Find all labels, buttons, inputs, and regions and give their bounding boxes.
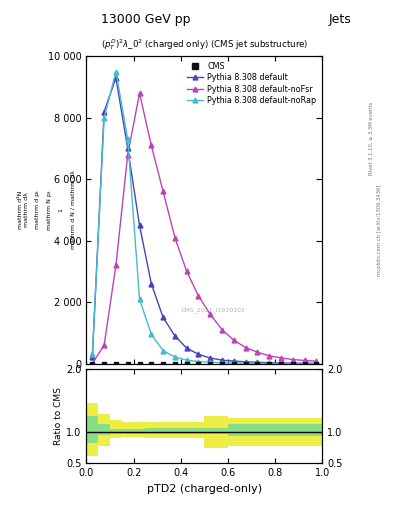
Pythia 8.308 default-noRap — [102, 115, 107, 121]
CMS — [90, 360, 95, 367]
Pythia 8.308 default — [243, 359, 248, 365]
Pythia 8.308 default-noFsr — [196, 293, 201, 299]
CMS — [314, 360, 319, 367]
Pythia 8.308 default-noFsr — [90, 360, 95, 367]
Pythia 8.308 default-noRap — [267, 360, 272, 367]
CMS — [302, 360, 307, 367]
Pythia 8.308 default — [220, 357, 224, 363]
Text: CMS_2021_I1920101: CMS_2021_I1920101 — [181, 307, 246, 313]
CMS — [125, 360, 130, 367]
Text: Jets: Jets — [329, 13, 352, 26]
CMS — [149, 360, 154, 367]
Pythia 8.308 default — [137, 222, 142, 228]
Text: 13000 GeV pp: 13000 GeV pp — [101, 13, 190, 26]
CMS — [196, 360, 201, 367]
CMS — [161, 360, 165, 367]
CMS — [243, 360, 248, 367]
Pythia 8.308 default-noRap — [279, 360, 283, 367]
Pythia 8.308 default-noRap — [196, 358, 201, 365]
CMS — [267, 360, 272, 367]
Pythia 8.308 default-noRap — [220, 359, 224, 366]
Line: Pythia 8.308 default: Pythia 8.308 default — [90, 75, 319, 366]
CMS — [102, 360, 107, 367]
Pythia 8.308 default — [196, 351, 201, 357]
Pythia 8.308 default — [302, 360, 307, 367]
CMS — [255, 360, 260, 367]
Pythia 8.308 default-noFsr — [137, 90, 142, 96]
Pythia 8.308 default — [279, 360, 283, 366]
Line: Pythia 8.308 default-noRap: Pythia 8.308 default-noRap — [90, 69, 319, 366]
Pythia 8.308 default-noFsr — [161, 188, 165, 195]
Pythia 8.308 default-noFsr — [220, 327, 224, 333]
Pythia 8.308 default — [255, 359, 260, 366]
Pythia 8.308 default-noFsr — [243, 345, 248, 351]
CMS — [137, 360, 142, 367]
Pythia 8.308 default-noRap — [314, 360, 319, 367]
Pythia 8.308 default-noFsr — [267, 353, 272, 359]
Pythia 8.308 default-noFsr — [255, 349, 260, 355]
Pythia 8.308 default-noRap — [137, 296, 142, 302]
Line: CMS: CMS — [90, 361, 319, 366]
Pythia 8.308 default — [114, 75, 118, 81]
Pythia 8.308 default-noFsr — [149, 142, 154, 148]
Y-axis label: Ratio to CMS: Ratio to CMS — [55, 387, 63, 445]
CMS — [114, 360, 118, 367]
Pythia 8.308 default-noFsr — [184, 268, 189, 274]
Pythia 8.308 default-noFsr — [208, 311, 213, 317]
Line: Pythia 8.308 default-noFsr: Pythia 8.308 default-noFsr — [90, 91, 319, 366]
Pythia 8.308 default-noFsr — [314, 358, 319, 365]
Pythia 8.308 default — [314, 360, 319, 367]
CMS — [290, 360, 295, 367]
Pythia 8.308 default — [149, 281, 154, 287]
Pythia 8.308 default-noFsr — [173, 234, 177, 241]
Pythia 8.308 default — [173, 333, 177, 339]
Pythia 8.308 default-noRap — [302, 360, 307, 367]
Pythia 8.308 default-noRap — [231, 360, 236, 366]
Pythia 8.308 default — [267, 359, 272, 366]
Pythia 8.308 default — [90, 354, 95, 360]
Pythia 8.308 default-noRap — [290, 360, 295, 367]
Pythia 8.308 default — [290, 360, 295, 366]
X-axis label: pTD2 (charged-only): pTD2 (charged-only) — [147, 484, 262, 494]
Pythia 8.308 default-noRap — [255, 360, 260, 366]
Text: $(p_T^D)^2\lambda\_0^2$ (charged only) (CMS jet substructure): $(p_T^D)^2\lambda\_0^2$ (charged only) (… — [101, 37, 308, 52]
Pythia 8.308 default-noRap — [243, 360, 248, 366]
CMS — [231, 360, 236, 367]
Pythia 8.308 default — [161, 314, 165, 321]
Pythia 8.308 default-noRap — [173, 354, 177, 360]
Pythia 8.308 default-noFsr — [114, 262, 118, 268]
Y-axis label: mathrm d²N
mathrm dλ

mathrm d pₜ

mathrm N pₜ

1

mathrm d N / mathrm dλ: mathrm d²N mathrm dλ mathrm d pₜ mathrm … — [18, 170, 75, 249]
Pythia 8.308 default-noRap — [161, 348, 165, 354]
Text: mcplots.cern.ch [arXiv:1306.3436]: mcplots.cern.ch [arXiv:1306.3436] — [377, 185, 382, 276]
Pythia 8.308 default-noRap — [90, 351, 95, 357]
Pythia 8.308 default — [125, 145, 130, 152]
Pythia 8.308 default-noFsr — [279, 355, 283, 361]
Pythia 8.308 default — [231, 358, 236, 364]
Pythia 8.308 default-noRap — [184, 357, 189, 363]
Pythia 8.308 default-noFsr — [302, 357, 307, 364]
Legend: CMS, Pythia 8.308 default, Pythia 8.308 default-noFsr, Pythia 8.308 default-noRa: CMS, Pythia 8.308 default, Pythia 8.308 … — [186, 60, 318, 107]
Pythia 8.308 default-noRap — [149, 331, 154, 337]
Pythia 8.308 default-noFsr — [231, 337, 236, 343]
Pythia 8.308 default-noFsr — [125, 152, 130, 158]
Pythia 8.308 default — [208, 355, 213, 361]
Pythia 8.308 default — [102, 109, 107, 115]
CMS — [220, 360, 224, 367]
CMS — [173, 360, 177, 367]
Pythia 8.308 default — [184, 345, 189, 351]
Pythia 8.308 default-noRap — [125, 136, 130, 142]
Pythia 8.308 default-noFsr — [290, 356, 295, 362]
Pythia 8.308 default-noFsr — [102, 342, 107, 348]
Pythia 8.308 default-noRap — [114, 69, 118, 75]
Pythia 8.308 default-noRap — [208, 359, 213, 365]
CMS — [184, 360, 189, 367]
Text: Rivet 3.1.10, ≥ 3.3M events: Rivet 3.1.10, ≥ 3.3M events — [369, 101, 374, 175]
CMS — [208, 360, 213, 367]
CMS — [279, 360, 283, 367]
